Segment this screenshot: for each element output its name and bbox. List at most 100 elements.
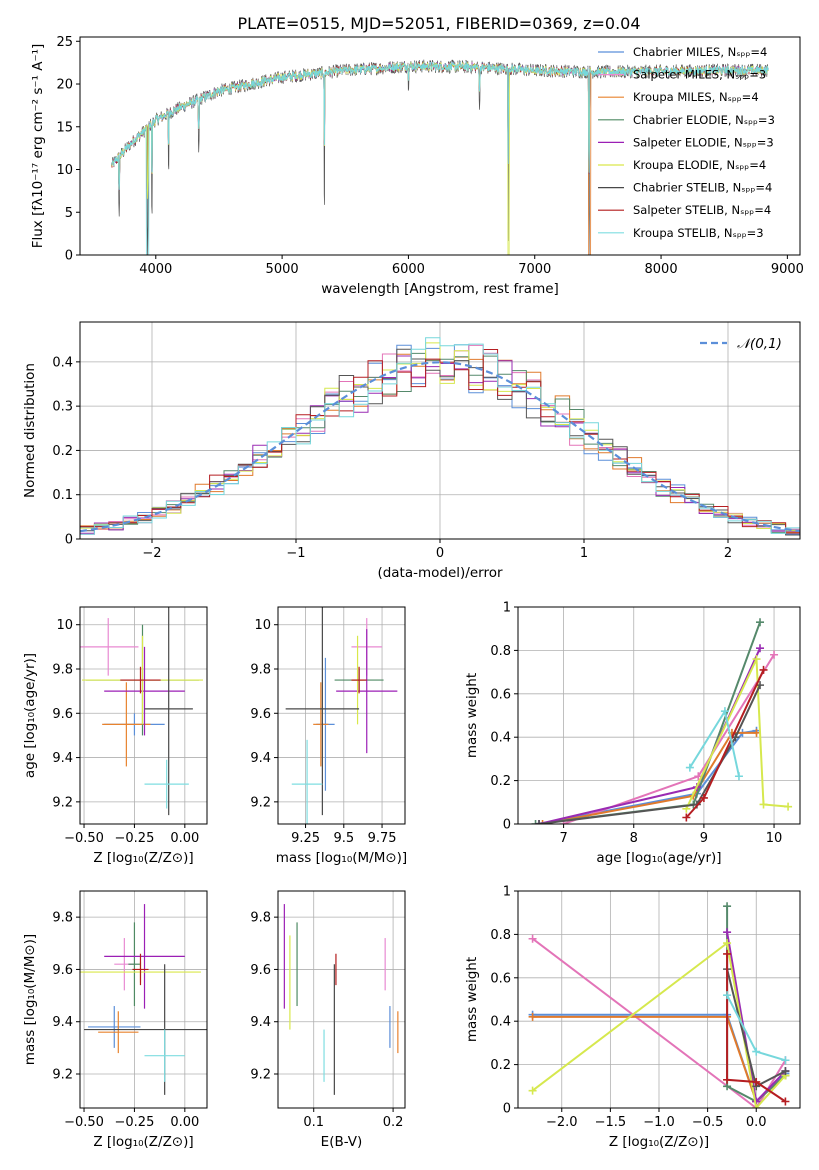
weight-marker-salpeter-stelib	[723, 949, 732, 958]
y-tick-label: 0.6	[490, 971, 511, 986]
weight-marker-kroupa-elodie	[528, 1086, 537, 1095]
x-tick-label: 2	[724, 546, 732, 561]
y-tick-label: 10	[56, 163, 73, 178]
weight-marker-kroupa-stelib	[685, 763, 694, 772]
weight-marker-salpeter-elodie	[723, 928, 732, 937]
x-tick-label: 9.25	[291, 831, 320, 846]
spectrum-chabrier-elodie	[111, 61, 769, 199]
x-axis-label: Z [log₁₀(Z/Z⊙)]	[93, 1134, 193, 1150]
x-axis-label: wavelength [Angstrom, rest frame]	[321, 281, 559, 297]
weight-marker-salpeter-stelib	[699, 793, 708, 802]
y-tick-label: 10	[56, 618, 73, 633]
axes-frame	[277, 890, 406, 1109]
panel-2: −0.50 −0.25 0.00 9.2 9.4 9.6 9.8 10 Z [log₁₀(Z/Z…	[22, 606, 208, 866]
weight-marker-chabrier-elodie	[531, 820, 540, 824]
y-axis-label: mass weight	[464, 957, 480, 1042]
plot-area-2	[80, 607, 207, 824]
x-tick-label: 6000	[392, 262, 425, 277]
x-axis-label: age [log₁₀(age/yr)]	[596, 850, 721, 866]
plot-area-0	[111, 59, 769, 255]
y-tick-label: 0.6	[490, 687, 511, 702]
x-axis-label: Z [log₁₀(Z/Z⊙)]	[93, 850, 193, 866]
legend-label: Kroupa MILES, Nₛₚₚ=4	[633, 90, 759, 104]
y-tick-label: 9.6	[250, 963, 271, 978]
y-axis-label: mass [log₁₀(M/M⊙)]	[22, 934, 38, 1065]
legend-label: Chabrier STELIB, Nₛₚₚ=4	[633, 181, 772, 195]
y-tick-label: 0.3	[52, 400, 73, 415]
weight-marker-salpeter-miles	[770, 650, 779, 659]
weight-line-salpeter-stelib	[726, 953, 786, 1103]
legend-label: 𝒩(0,1)	[737, 336, 782, 352]
weight-marker-salpeter-stelib	[682, 813, 691, 822]
weight-marker-kroupa-stelib	[734, 772, 743, 781]
y-tick-label: 0	[503, 818, 511, 833]
plot-area-6	[278, 891, 405, 1108]
plot-area-4	[518, 607, 800, 824]
y-tick-label: 0.4	[52, 355, 73, 370]
y-tick-label: 0.2	[52, 444, 73, 459]
weight-marker-salpeter-miles	[528, 934, 537, 943]
weight-marker-kroupa-miles	[528, 1012, 537, 1021]
panel-3: 9.25 9.5 9.75 9.2 9.4 9.6 9.8 10 mass [log₁₀(M/M…	[250, 606, 407, 866]
spectrum-chabrier-miles	[111, 61, 769, 198]
y-tick-label: 9.8	[52, 663, 73, 678]
plot-area-5	[80, 891, 207, 1108]
y-axis-label: Normed distribution	[22, 363, 38, 498]
y-axis-label: Flux [fλ10⁻¹⁷ erg cm⁻² s⁻¹ A⁻¹]	[30, 44, 46, 249]
y-tick-label: 25	[56, 35, 73, 50]
x-tick-label: 8	[630, 831, 638, 846]
y-tick-label: 9.4	[52, 1015, 73, 1030]
axes-frame	[517, 606, 801, 825]
spectrum-salpeter-stelib	[111, 61, 769, 197]
y-tick-label: 1	[503, 885, 511, 900]
x-tick-label: −0.50	[64, 831, 104, 846]
x-tick-label: 8000	[645, 262, 678, 277]
panel-0: 4000 5000 6000 7000 8000 9000 0 5 10 15 20 25 wavele…	[30, 35, 804, 297]
x-tick-label: 0.00	[170, 1115, 199, 1130]
x-tick-label: 0.1	[303, 1115, 324, 1130]
y-tick-label: 0.4	[490, 1015, 511, 1030]
spectrum-salpeter-elodie	[111, 61, 769, 199]
y-tick-label: 0	[503, 1102, 511, 1117]
weight-marker-chabrier-elodie	[756, 618, 765, 627]
x-tick-label: 9000	[771, 262, 804, 277]
plot-area-3	[278, 607, 405, 824]
weight-marker-chabrier-stelib	[781, 1067, 790, 1076]
x-axis-label: Z [log₁₀(Z/Z⊙)]	[609, 1134, 709, 1150]
weight-marker-salpeter-stelib	[752, 1077, 761, 1086]
axes-frame	[277, 606, 406, 825]
x-tick-label: 10	[766, 831, 783, 846]
plot-area-7	[518, 891, 800, 1108]
y-tick-label: 0.4	[490, 731, 511, 746]
weight-marker-kroupa-stelib	[752, 1047, 761, 1056]
x-axis-label: E(B-V)	[321, 1134, 363, 1150]
panel-1: −2 −1 0 1 2 0 0.1 0.2 0.3 0.4 (data-model)/error No…	[22, 321, 801, 581]
x-tick-label: −2	[142, 546, 161, 561]
weight-marker-salpeter-stelib	[759, 665, 768, 674]
y-tick-label: 15	[56, 120, 73, 135]
y-tick-label: 0.8	[490, 928, 511, 943]
x-tick-label: 7000	[518, 262, 551, 277]
y-axis-label: age [log₁₀(age/yr)]	[22, 653, 38, 778]
legend-label: Salpeter ELODIE, Nₛₚₚ=3	[633, 135, 774, 149]
legend-label: Chabrier MILES, Nₛₚₚ=4	[633, 45, 767, 59]
y-tick-label: 9.8	[250, 911, 271, 926]
weight-line-kroupa-miles	[542, 731, 757, 824]
weight-line-kroupa-elodie	[685, 658, 789, 810]
x-tick-label: 0.0	[746, 1115, 767, 1130]
x-tick-label: 0.00	[170, 831, 199, 846]
y-tick-label: 20	[56, 78, 73, 93]
y-tick-label: 9.4	[52, 751, 73, 766]
y-tick-label: 5	[65, 206, 73, 221]
legend-label: Salpeter MILES, Nₛₚₚ=3	[633, 68, 766, 82]
weight-marker-salpeter-stelib	[723, 1075, 732, 1084]
x-tick-label: −2.0	[546, 1115, 578, 1130]
weight-marker-kroupa-elodie	[752, 655, 761, 664]
weight-marker-kroupa-elodie	[759, 800, 768, 809]
y-tick-label: 9.2	[250, 1068, 271, 1083]
panel-4: 7 8 9 10 0 0.2 0.4 0.6 0.8 1 age [log₁₀(age/yr)] ma…	[464, 601, 801, 866]
x-tick-label: 0.2	[383, 1115, 404, 1130]
x-tick-label: 9.5	[333, 831, 354, 846]
y-tick-label: 9.6	[250, 707, 271, 722]
weight-marker-kroupa-elodie	[723, 939, 732, 948]
